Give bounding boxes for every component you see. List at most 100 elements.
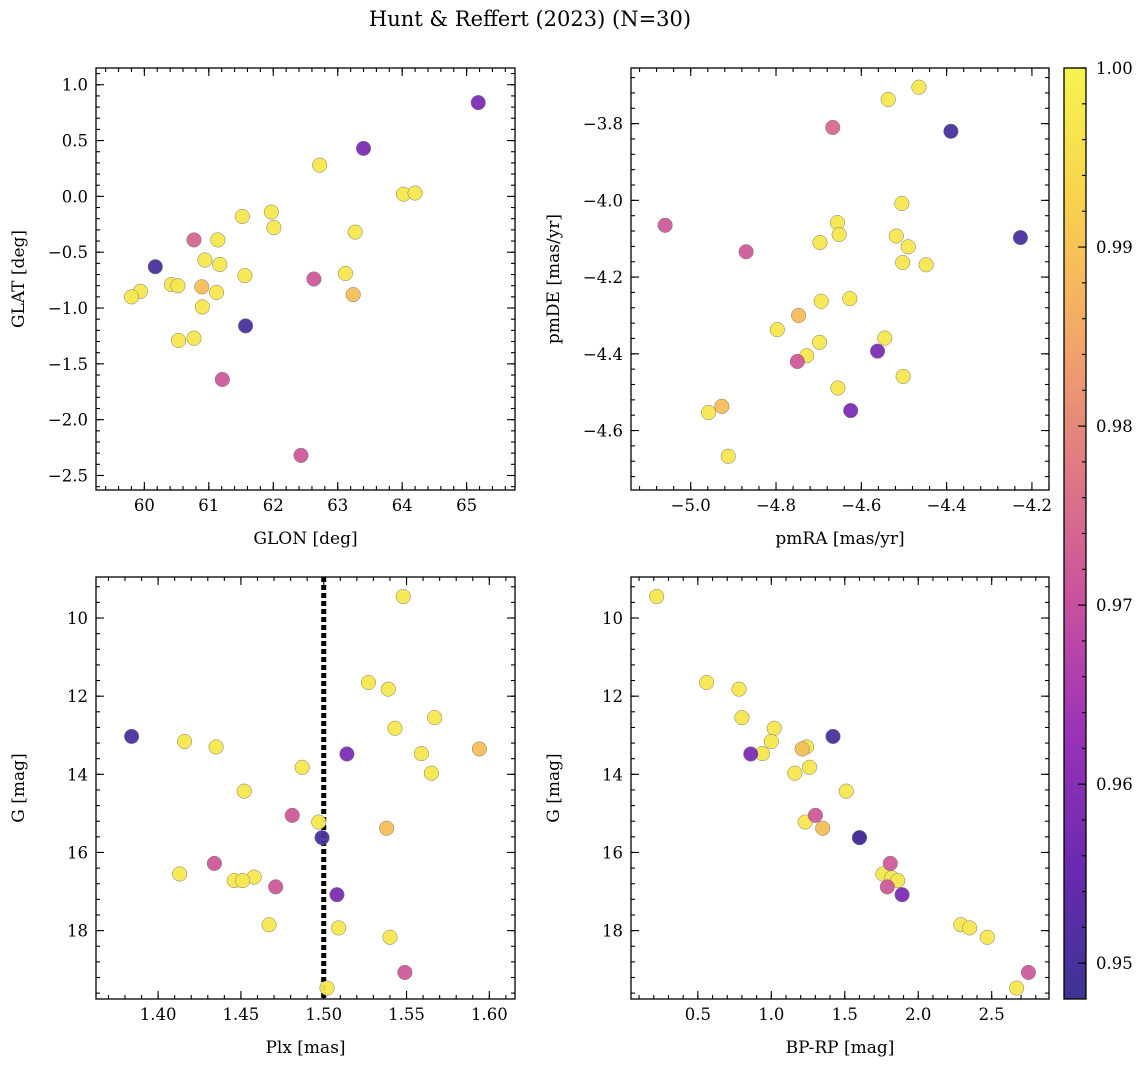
panel-pmra-pmde: −5.0 −4.8 −4.6 −4.4 −4.2 −3.8 −4.0 −4.2 −4.4 −4.6… — [544, 67, 1052, 549]
colorbar-tick-label: 0.95 — [1096, 954, 1133, 973]
y-tick-label: 12 — [67, 687, 88, 706]
colorbar: 0.95 0.96 0.97 0.98 0.99 1.00 — [1063, 59, 1133, 1000]
data-point — [329, 887, 345, 903]
data-point — [123, 289, 140, 305]
y-tick-label: 16 — [602, 843, 623, 862]
colorbar-tick-label: 1.00 — [1096, 59, 1133, 78]
data-point — [787, 765, 803, 781]
y-tick-label: −1.5 — [48, 355, 88, 374]
data-point — [314, 830, 330, 846]
data-point — [194, 299, 210, 315]
data-point — [423, 765, 439, 781]
data-point — [657, 217, 673, 233]
data-point — [284, 807, 300, 823]
data-point — [234, 208, 250, 225]
data-point — [895, 254, 911, 271]
data-point — [194, 279, 210, 295]
figure-title: Hunt & Reffert (2023) (N=30) — [369, 7, 691, 31]
axes-frame — [630, 67, 1050, 491]
data-point — [1012, 230, 1028, 246]
y-tick-label: 10 — [602, 609, 623, 628]
data-point — [210, 232, 226, 248]
data-point — [147, 259, 163, 275]
x-tick-label: 1.0 — [758, 1005, 784, 1024]
data-point — [294, 759, 310, 775]
data-point — [807, 807, 823, 823]
data-point — [337, 265, 354, 281]
data-point — [293, 447, 309, 463]
data-point — [911, 79, 927, 95]
axes-frame — [95, 67, 516, 491]
data-point — [413, 746, 429, 762]
x-tick-label: 1.60 — [471, 1005, 508, 1024]
data-point — [387, 720, 403, 736]
y-axis-label: G [mag] — [544, 753, 564, 822]
data-point — [266, 220, 282, 236]
data-point — [214, 371, 230, 388]
data-point — [879, 879, 895, 895]
data-point — [838, 783, 854, 799]
data-point — [311, 814, 327, 830]
data-point — [831, 226, 847, 243]
x-tick-label: −5.0 — [671, 496, 711, 515]
data-point — [263, 204, 279, 220]
y-tick-label: 16 — [67, 843, 88, 862]
data-point — [851, 830, 868, 846]
data-point — [306, 271, 322, 287]
data-point — [738, 244, 754, 260]
data-point — [812, 235, 828, 251]
x-tick-label: 1.50 — [305, 1005, 342, 1024]
colorbar-tick-label: 0.97 — [1096, 596, 1133, 615]
data-point — [347, 224, 363, 240]
data-point — [766, 720, 782, 736]
data-point — [206, 855, 222, 871]
y-tick-label: −4.6 — [583, 422, 623, 441]
scatter-points — [124, 588, 487, 996]
y-tick-label: −4.4 — [583, 345, 623, 364]
data-point — [197, 252, 213, 268]
data-point — [815, 820, 831, 836]
data-point — [830, 380, 846, 396]
y-tick-label: 14 — [602, 765, 623, 784]
x-tick-label: 1.40 — [140, 1005, 177, 1024]
data-point — [177, 733, 193, 750]
data-point — [918, 257, 934, 273]
data-point — [813, 293, 829, 309]
y-tick-label: −4.2 — [583, 268, 623, 287]
data-point — [470, 95, 486, 111]
y-tick-label: −1.0 — [48, 299, 88, 318]
data-point — [172, 866, 188, 882]
data-point — [1020, 964, 1036, 980]
data-point — [825, 728, 841, 744]
data-point — [843, 403, 859, 419]
x-tick-label: 2.0 — [905, 1005, 931, 1024]
y-tick-label: −4.0 — [583, 191, 623, 210]
x-tick-label: 1.45 — [223, 1005, 260, 1024]
data-point — [331, 920, 347, 936]
x-tick-label: 63 — [327, 496, 348, 515]
y-axis-label: G [mag] — [9, 753, 29, 822]
data-point — [882, 855, 898, 871]
data-point — [825, 119, 841, 136]
data-point — [842, 291, 858, 307]
panel-bprp-g: 0.5 1.0 1.5 2.0 2.5 10 12 14 16 18 BP-RP [mag] G [m… — [544, 576, 1050, 1058]
data-point — [471, 741, 487, 757]
data-point — [236, 783, 252, 799]
y-tick-label: −3.8 — [583, 115, 623, 134]
data-point — [894, 887, 910, 903]
y-tick-label: 0.5 — [62, 132, 88, 151]
x-axis-label: Plx [mas] — [265, 1038, 345, 1058]
y-tick-label: 0.0 — [62, 187, 88, 206]
ticks — [631, 68, 1050, 490]
axes-frame — [95, 576, 516, 1000]
data-point — [1009, 980, 1025, 996]
y-tick-label: −0.5 — [48, 243, 88, 262]
data-point — [382, 929, 398, 945]
data-point — [339, 746, 355, 762]
x-tick-label: −4.8 — [756, 496, 796, 515]
data-point — [238, 318, 254, 334]
data-point — [380, 681, 396, 697]
data-point — [743, 746, 759, 762]
y-tick-label: 18 — [67, 922, 88, 941]
